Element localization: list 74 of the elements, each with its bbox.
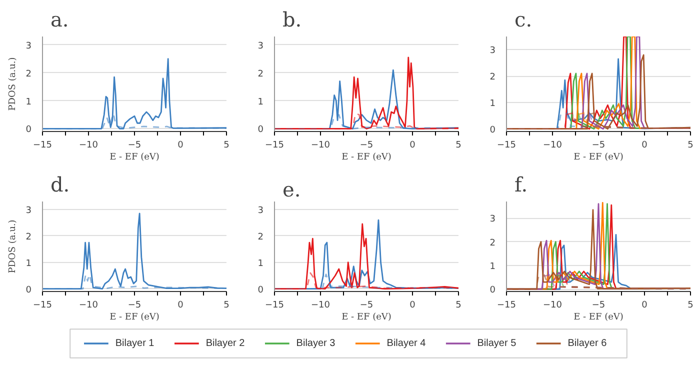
y-tick-label: 3 bbox=[490, 46, 496, 56]
x-tick-label: 5 bbox=[688, 140, 694, 150]
x-axis-title: E - EF (eV) bbox=[342, 152, 392, 162]
y-tick-label: 2 bbox=[490, 238, 496, 248]
x-tick-label: −5 bbox=[128, 140, 142, 150]
y-tick-label: 0 bbox=[258, 285, 264, 296]
y-tick-label: 1 bbox=[490, 262, 496, 272]
y-tick-label: 2 bbox=[26, 232, 32, 242]
y-tick-label: 3 bbox=[26, 206, 32, 216]
x-axis-title: E - EF (eV) bbox=[110, 312, 160, 322]
x-tick-label: −15 bbox=[497, 140, 516, 150]
legend-label: Bilayer 6 bbox=[568, 338, 608, 349]
x-tick-label: 0 bbox=[178, 140, 184, 150]
chart-title: e. bbox=[282, 178, 301, 202]
x-tick-label: 5 bbox=[224, 300, 230, 310]
legend-label: Bilayer 5 bbox=[477, 338, 517, 349]
x-axis-title: E - EF (eV) bbox=[574, 152, 624, 162]
x-tick-label: −15 bbox=[265, 300, 284, 310]
x-tick-label: 0 bbox=[178, 300, 184, 310]
y-tick-label: 3 bbox=[490, 214, 496, 225]
x-tick-label: −10 bbox=[311, 300, 330, 310]
legend-label: Bilayer 3 bbox=[296, 338, 336, 349]
x-tick-label: 0 bbox=[410, 140, 416, 150]
y-tick-label: 0 bbox=[26, 285, 32, 296]
x-tick-label: −5 bbox=[592, 140, 606, 150]
y-tick-label: 3 bbox=[26, 41, 32, 52]
x-tick-label: −10 bbox=[543, 300, 562, 310]
y-tick-label: 3 bbox=[258, 41, 264, 52]
legend-label: Bilayer 1 bbox=[115, 338, 155, 349]
x-tick-label: −5 bbox=[128, 300, 142, 310]
x-tick-label: 5 bbox=[224, 140, 230, 150]
y-tick-label: 2 bbox=[26, 69, 32, 80]
x-tick-label: −15 bbox=[33, 300, 52, 310]
x-tick-label: 0 bbox=[410, 300, 416, 310]
x-tick-label: −5 bbox=[360, 140, 374, 150]
x-axis-title: E - EF (eV) bbox=[342, 312, 392, 322]
x-tick-label: 0 bbox=[642, 300, 648, 310]
y-tick-label: 0 bbox=[490, 286, 496, 296]
x-tick-label: −15 bbox=[33, 140, 52, 150]
y-tick-label: 0 bbox=[258, 125, 264, 136]
chart-title: c. bbox=[514, 8, 532, 32]
x-tick-label: −15 bbox=[497, 300, 516, 310]
chart-title: f. bbox=[514, 172, 528, 196]
y-tick-label: 2 bbox=[490, 72, 496, 83]
y-tick-label: 0 bbox=[490, 125, 496, 136]
y-tick-label: 3 bbox=[258, 206, 264, 216]
y-axis-title: PDOS (a.u.) bbox=[8, 220, 18, 274]
chart-title: a. bbox=[50, 8, 69, 32]
x-tick-label: 5 bbox=[456, 140, 462, 150]
chart-title: d. bbox=[50, 172, 70, 196]
legend-label: Bilayer 2 bbox=[206, 338, 246, 349]
legend-label: Bilayer 4 bbox=[386, 338, 426, 349]
y-tick-label: 2 bbox=[258, 69, 264, 80]
chart-title: b. bbox=[282, 8, 302, 32]
x-tick-label: 5 bbox=[688, 300, 694, 310]
y-tick-label: 1 bbox=[258, 97, 264, 108]
x-tick-label: 5 bbox=[456, 300, 462, 310]
x-tick-label: −10 bbox=[79, 300, 98, 310]
y-tick-label: 0 bbox=[26, 125, 32, 136]
x-tick-label: −15 bbox=[265, 140, 284, 150]
y-tick-label: 1 bbox=[26, 97, 32, 108]
x-tick-label: 0 bbox=[642, 140, 648, 150]
x-tick-label: −5 bbox=[360, 300, 374, 310]
x-tick-label: −10 bbox=[543, 140, 562, 150]
x-tick-label: −10 bbox=[79, 140, 98, 150]
y-tick-label: 1 bbox=[258, 258, 264, 269]
y-axis-title: PDOS (a.u.) bbox=[8, 57, 18, 111]
y-tick-label: 1 bbox=[26, 258, 32, 269]
y-tick-label: 2 bbox=[258, 232, 264, 242]
x-tick-label: −10 bbox=[311, 140, 330, 150]
x-axis-title: E - EF (eV) bbox=[110, 152, 160, 162]
x-tick-label: −5 bbox=[592, 300, 606, 310]
x-axis-title: E - EF (eV) bbox=[574, 312, 624, 322]
y-tick-label: 1 bbox=[490, 98, 496, 109]
